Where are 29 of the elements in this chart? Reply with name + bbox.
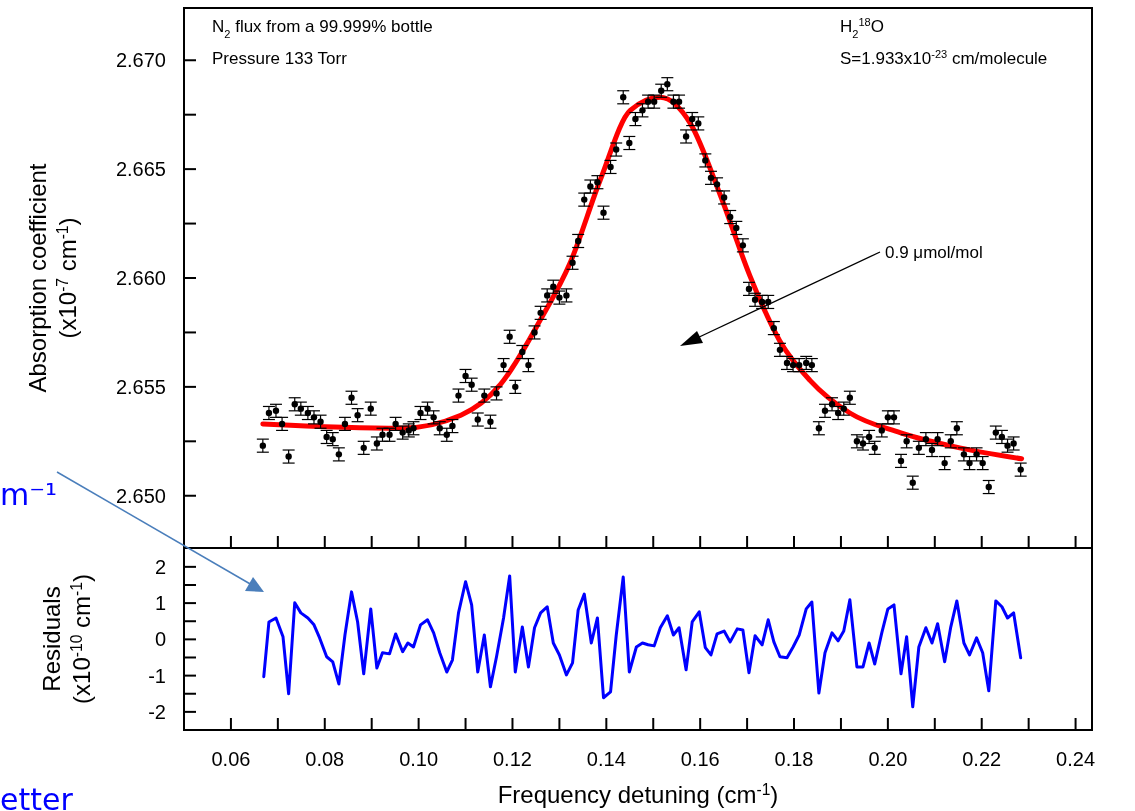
y-tick-label: 1 [154, 592, 166, 615]
y-tick-label: 2.650 [115, 484, 166, 507]
x-axis-title: Frequency detuning (cm$^{-1}$) [497, 780, 779, 808]
x-tick-label: 0.20 [868, 748, 908, 770]
y-tick-label: 2.665 [115, 158, 166, 181]
annotation: 0.9 μmol/mol [885, 243, 983, 262]
text: m⁻¹ [0, 477, 58, 512]
text: etter [0, 782, 74, 811]
x-tick-label: 0.12 [493, 748, 532, 770]
annotation: H$_{2}$$^{18}$O [840, 16, 884, 40]
y-tick-label: -2 [148, 700, 166, 723]
x-tick-label: 0.24 [1056, 748, 1096, 770]
x-tick-label: 0.18 [774, 748, 814, 770]
x-tick-label: 0.06 [211, 748, 251, 770]
annotation: S=1.933x10$^{-23}$ cm/molecule [840, 48, 1048, 68]
annotation: N$_{2}$ flux from a 99.999% bottle [212, 17, 433, 40]
y-tick-label: -1 [148, 664, 166, 687]
y-tick-label: 2 [154, 555, 166, 578]
y-tick-label: 0 [154, 628, 166, 651]
y-tick-label: 2.655 [115, 375, 166, 398]
annotation: Pressure 133 Torr [212, 49, 348, 68]
x-tick-label: 0.10 [399, 748, 439, 770]
x-tick-label: 0.22 [962, 748, 1002, 770]
x-tick-label: 0.16 [680, 748, 720, 770]
x-tick-label: 0.08 [305, 748, 345, 770]
x-tick-label: 0.14 [586, 748, 626, 770]
line-series [262, 574, 1023, 709]
y-tick-label: 2.670 [115, 49, 166, 72]
y-tick-label: 2.660 [115, 267, 166, 289]
